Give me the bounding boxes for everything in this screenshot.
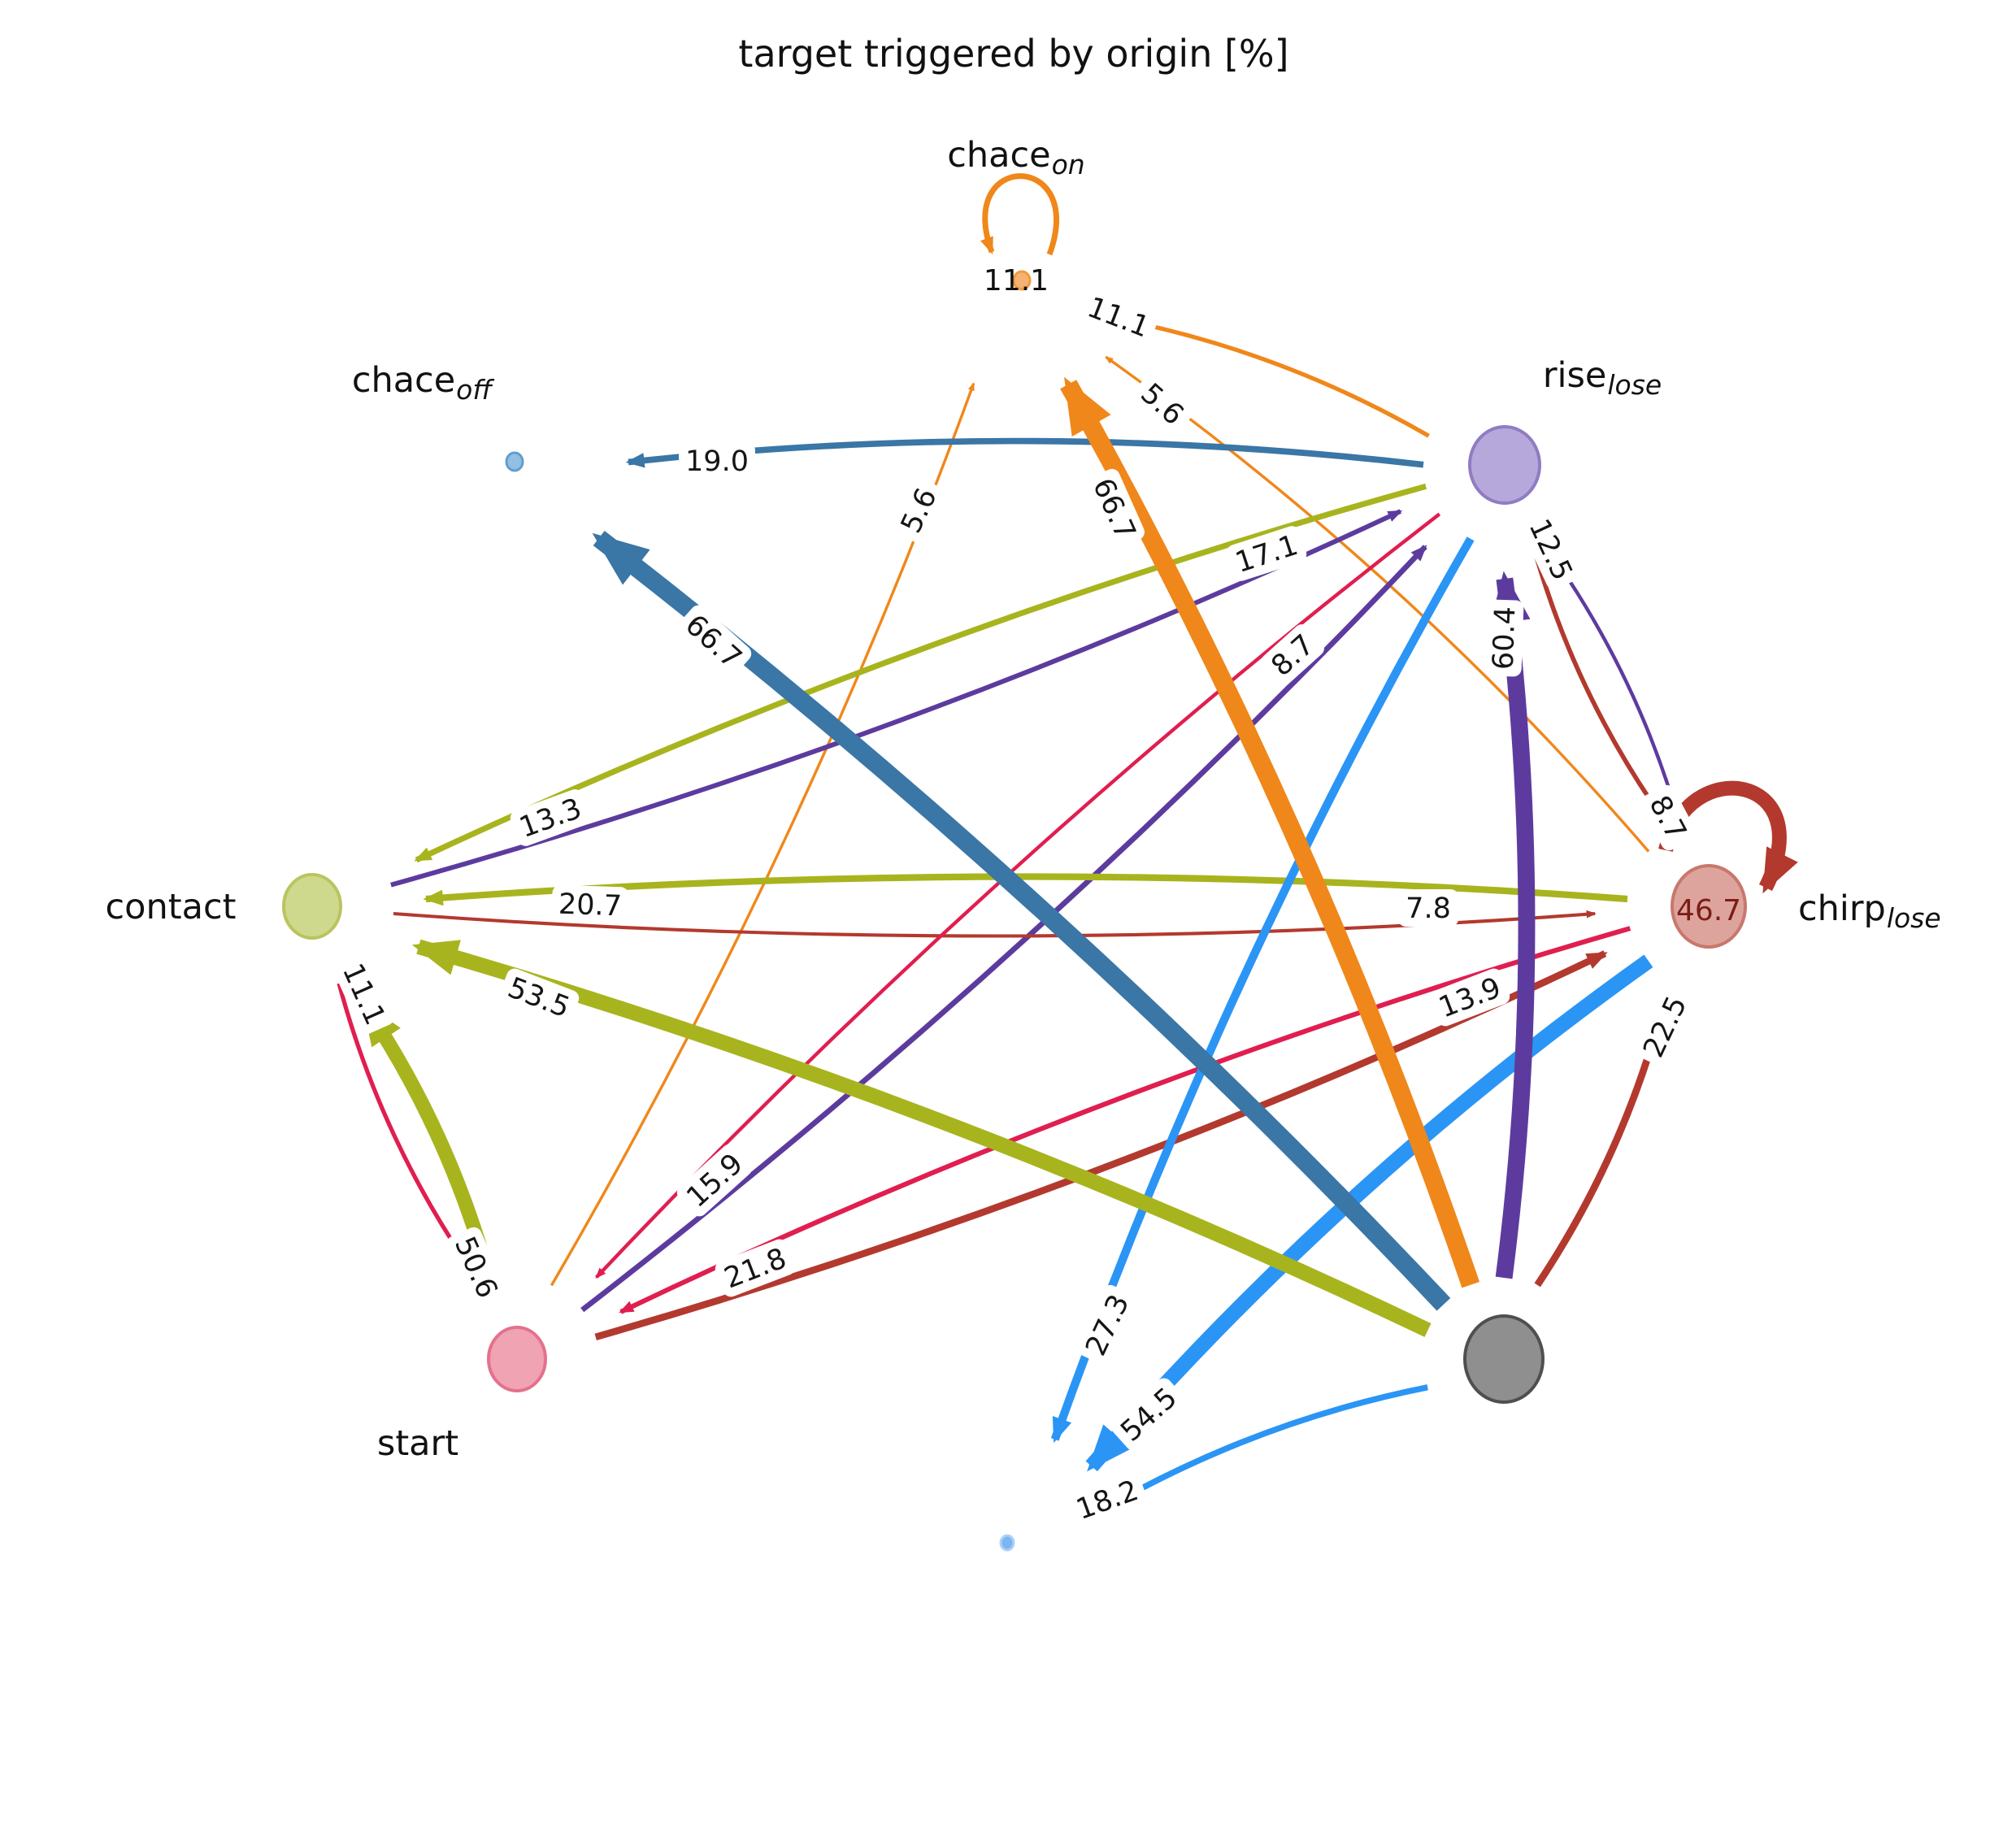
- edge-label-rise_lose-to-hidden_2: 27.3: [1076, 1284, 1138, 1366]
- node-chirp_lose: [1671, 864, 1747, 949]
- node-label-main: start: [377, 1423, 458, 1464]
- node-label-main: chace: [352, 360, 455, 401]
- edge-rise_lose-to-chirp_lose: [1530, 541, 1657, 808]
- self-loops-layer: [980, 173, 1798, 894]
- chart-title: target triggered by origin [%]: [738, 32, 1288, 76]
- edge-label-hidden_1-to-hidden_2: 18.2: [1067, 1471, 1148, 1528]
- edge-hidden_1-to-rise_lose: [1489, 571, 1536, 1279]
- edge-hidden_1-to-hidden_2: [1111, 1384, 1428, 1506]
- edge-contact-to-start: [337, 983, 466, 1261]
- node-label-subscript: on: [1052, 149, 1085, 180]
- node-label-chace_on: chaceon: [947, 135, 1084, 180]
- self-value-chace_on: 11.1: [984, 264, 1049, 297]
- node-hidden_2: [999, 1534, 1015, 1552]
- node-label-chirp_lose: chirplose: [1798, 888, 1941, 934]
- node-label-subscript: lose: [1887, 902, 1941, 934]
- edge-label-start-to-chace_on: 5.6: [891, 477, 946, 544]
- edge-label-contact-to-chirp_lose: 7.8: [1397, 889, 1459, 927]
- edge-label-value: 19.0: [685, 445, 749, 478]
- edge-hidden_1-to-chace_on: [1060, 376, 1480, 1288]
- edge-label-start-to-contact: 50.6: [446, 1227, 506, 1308]
- edge-label-value: 7.8: [1406, 892, 1451, 925]
- edge-label-hidden_1-to-rise_lose: 60.4: [1484, 599, 1524, 677]
- node-label-subscript: off: [456, 374, 494, 406]
- edge-start-to-rise_lose: [580, 545, 1427, 1313]
- node-label-rise_lose: riselose: [1543, 355, 1662, 401]
- edge-label-hidden_1-to-chirp_lose: 22.5: [1634, 986, 1696, 1067]
- node-label-subscript: lose: [1607, 369, 1662, 401]
- edge-label-rise_lose-to-start: 8.7: [1261, 624, 1324, 686]
- edge-chirp_lose-to-chace_on: [1105, 355, 1650, 853]
- node-label-main: chace: [947, 135, 1050, 176]
- node-hidden_1: [1463, 1314, 1545, 1404]
- node-label-contact: contact: [106, 887, 237, 927]
- edge-label-rise_lose-to-chirp_lose: 12.5: [1520, 509, 1582, 590]
- edge-label-rise_lose-to-chace_off: 19.0: [679, 442, 755, 480]
- node-label-chace_off: chaceoff: [352, 360, 495, 406]
- node-rise_lose: [1468, 425, 1541, 505]
- nodes-layer: [282, 270, 1747, 1552]
- node-start: [487, 1326, 547, 1392]
- node-chace_on: [1012, 270, 1032, 291]
- node-label-start: start: [377, 1423, 458, 1464]
- node-chace_off: [505, 451, 524, 472]
- node-label-main: rise: [1543, 355, 1606, 396]
- node-label-main: contact: [106, 887, 237, 927]
- node-label-main: chirp: [1798, 888, 1886, 929]
- edge-label-value: 20.7: [558, 888, 622, 923]
- edge-label-value: 60.4: [1488, 606, 1523, 670]
- edge-rise_lose-to-chace_on: [1126, 318, 1430, 438]
- self-loop-chace_on: [980, 173, 1059, 256]
- edge-contact-to-rise_lose: [390, 509, 1403, 888]
- node-contact: [282, 873, 342, 940]
- edge-label-rise_lose-to-chace_on: 11.1: [1078, 288, 1159, 346]
- self-value-chirp_lose: 46.7: [1676, 894, 1741, 927]
- edge-label-chirp_lose-to-contact: 20.7: [551, 884, 629, 925]
